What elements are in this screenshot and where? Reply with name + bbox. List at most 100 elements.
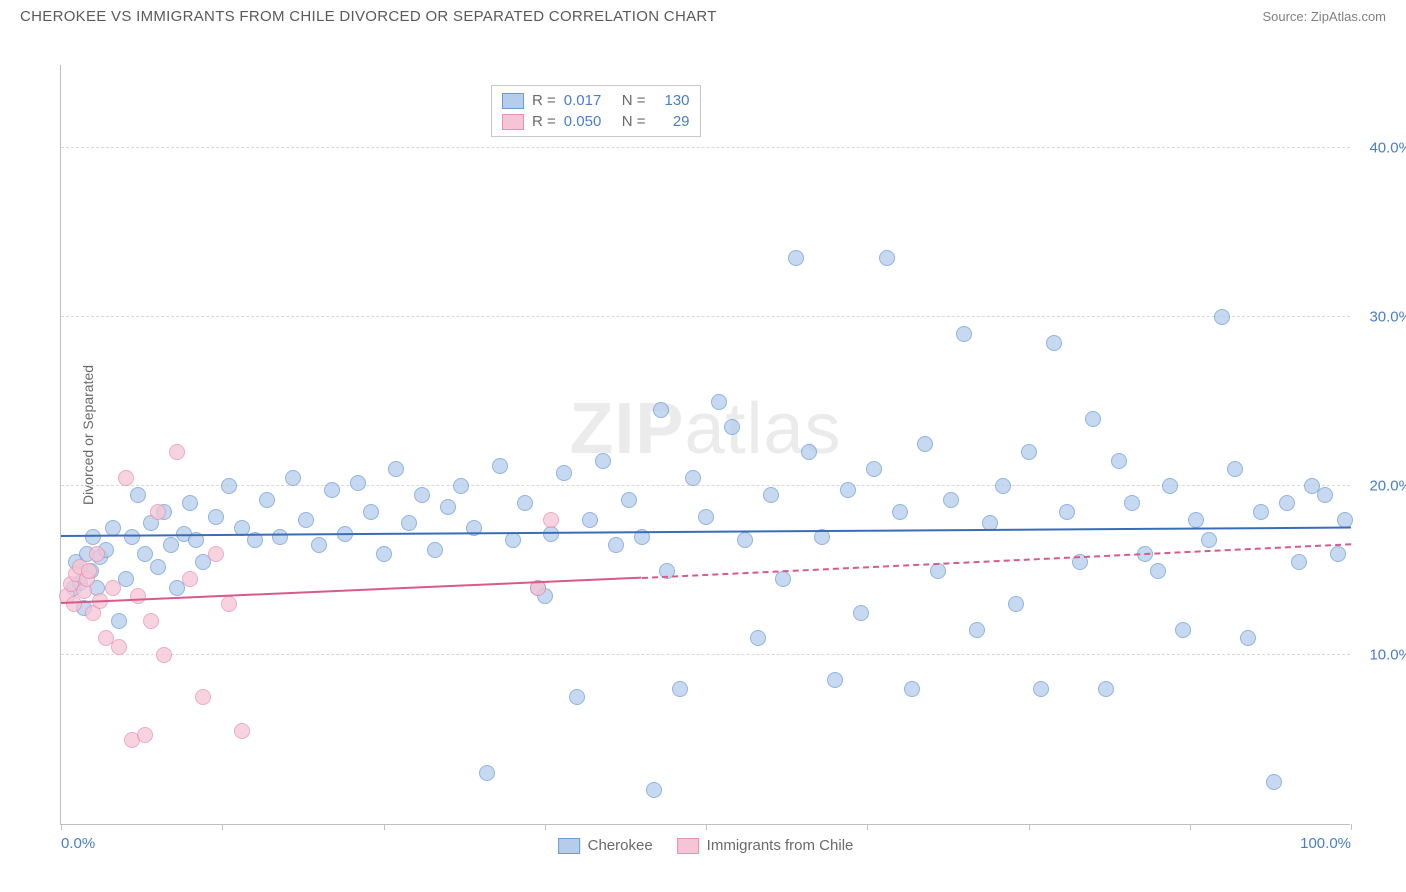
data-point	[156, 647, 172, 663]
data-point	[124, 529, 140, 545]
data-point	[118, 470, 134, 486]
data-point	[150, 559, 166, 575]
data-point	[492, 458, 508, 474]
trend-line-dashed	[641, 543, 1351, 579]
data-point	[621, 492, 637, 508]
y-tick-label: 30.0%	[1369, 309, 1406, 326]
data-point	[1162, 478, 1178, 494]
trend-line	[61, 577, 642, 604]
data-point	[788, 250, 804, 266]
data-point	[163, 537, 179, 553]
data-point	[1124, 495, 1140, 511]
data-point	[711, 394, 727, 410]
data-point	[298, 512, 314, 528]
data-point	[653, 402, 669, 418]
data-point	[208, 546, 224, 562]
data-point	[1227, 461, 1243, 477]
stats-n-label: N =	[622, 113, 646, 130]
x-tick	[61, 824, 62, 830]
data-point	[182, 571, 198, 587]
data-point	[737, 532, 753, 548]
plot-area: ZIPatlas R =0.017N =130R =0.050N =29 Che…	[60, 65, 1350, 825]
data-point	[943, 492, 959, 508]
data-point	[363, 504, 379, 520]
legend-swatch	[502, 93, 524, 109]
stats-r-label: R =	[532, 113, 556, 130]
data-point	[401, 515, 417, 531]
data-point	[1214, 309, 1230, 325]
data-point	[311, 537, 327, 553]
data-point	[517, 495, 533, 511]
data-point	[324, 482, 340, 498]
data-point	[85, 529, 101, 545]
x-tick	[1190, 824, 1191, 830]
legend-item: Cherokee	[558, 837, 653, 854]
data-point	[182, 495, 198, 511]
data-point	[505, 532, 521, 548]
y-tick-label: 10.0%	[1369, 647, 1406, 664]
data-point	[1317, 487, 1333, 503]
legend-label: Cherokee	[588, 837, 653, 854]
legend-item: Immigrants from Chile	[677, 837, 854, 854]
data-point	[685, 470, 701, 486]
data-point	[956, 326, 972, 342]
data-point	[137, 727, 153, 743]
data-point	[208, 509, 224, 525]
data-point	[169, 444, 185, 460]
data-point	[427, 542, 443, 558]
x-tick-label: 100.0%	[1300, 835, 1351, 852]
data-point	[840, 482, 856, 498]
data-point	[221, 478, 237, 494]
data-point	[1059, 504, 1075, 520]
data-point	[866, 461, 882, 477]
data-point	[750, 630, 766, 646]
data-point	[582, 512, 598, 528]
data-point	[698, 509, 714, 525]
stats-row: R = 0.050 N = 29	[502, 111, 690, 132]
bottom-legend: Cherokee Immigrants from Chile	[558, 837, 854, 854]
stats-n-label: N =	[622, 92, 646, 109]
data-point	[917, 436, 933, 452]
data-point	[1008, 596, 1024, 612]
legend-label: Immigrants from Chile	[707, 837, 854, 854]
x-tick	[1351, 824, 1352, 830]
data-point	[892, 504, 908, 520]
data-point	[775, 571, 791, 587]
data-point	[1046, 335, 1062, 351]
data-point	[672, 681, 688, 697]
data-point	[1253, 504, 1269, 520]
stats-r-value: 0.050	[564, 113, 614, 130]
data-point	[479, 765, 495, 781]
data-point	[608, 537, 624, 553]
data-point	[350, 475, 366, 491]
data-point	[595, 453, 611, 469]
gridline	[61, 316, 1350, 317]
gridline	[61, 485, 1350, 486]
x-tick	[867, 824, 868, 830]
data-point	[105, 580, 121, 596]
stats-n-value: 29	[654, 113, 690, 130]
data-point	[1201, 532, 1217, 548]
data-point	[1033, 681, 1049, 697]
data-point	[1188, 512, 1204, 528]
gridline	[61, 147, 1350, 148]
chart-header: CHEROKEE VS IMMIGRANTS FROM CHILE DIVORC…	[0, 0, 1406, 29]
data-point	[569, 689, 585, 705]
data-point	[904, 681, 920, 697]
stats-r-label: R =	[532, 92, 556, 109]
x-tick-label: 0.0%	[61, 835, 95, 852]
data-point	[221, 596, 237, 612]
data-point	[763, 487, 779, 503]
data-point	[137, 546, 153, 562]
data-point	[1150, 563, 1166, 579]
data-point	[1279, 495, 1295, 511]
data-point	[234, 723, 250, 739]
data-point	[556, 465, 572, 481]
data-point	[66, 596, 82, 612]
data-point	[1098, 681, 1114, 697]
stats-row: R =0.017N =130	[502, 90, 690, 111]
y-tick-label: 40.0%	[1369, 140, 1406, 157]
x-tick	[1029, 824, 1030, 830]
data-point	[453, 478, 469, 494]
data-point	[440, 499, 456, 515]
